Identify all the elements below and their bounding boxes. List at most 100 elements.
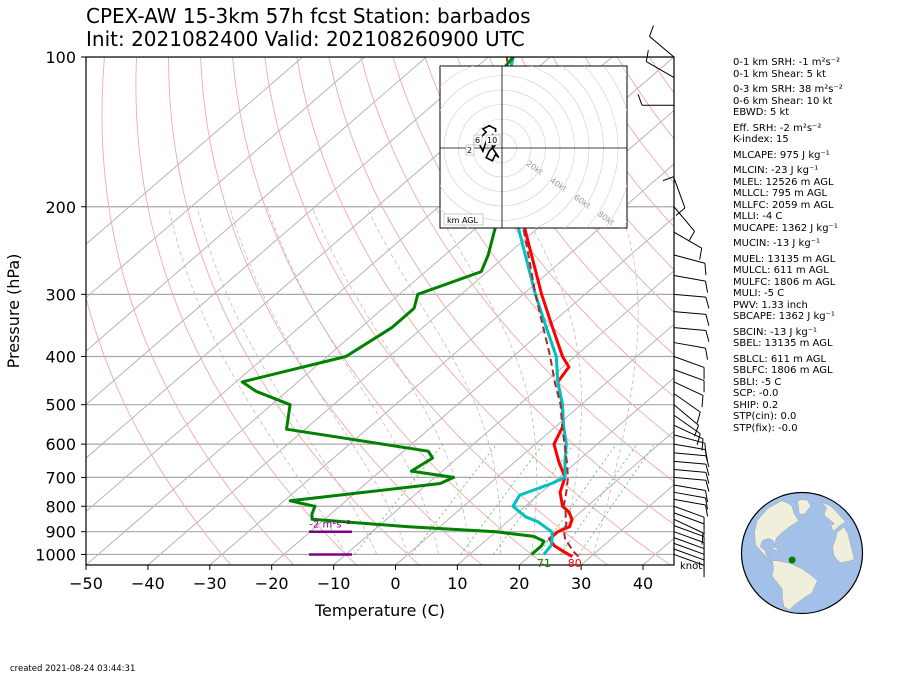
surface-temperature-label: 80 bbox=[568, 557, 582, 570]
dry-adiabat bbox=[392, 57, 674, 440]
index-line: SHIP: 0.2 bbox=[733, 399, 779, 411]
dry-adiabat bbox=[424, 57, 674, 398]
chart-title-line1: CPEX-AW 15-3km 57h fcst Station: barbado… bbox=[86, 4, 531, 28]
dry-adiabat bbox=[488, 57, 674, 313]
hodograph-legend-box bbox=[443, 213, 484, 226]
wind-barb-staff bbox=[673, 424, 704, 440]
wind-barb-staff bbox=[673, 327, 706, 331]
dry-adiabat bbox=[168, 57, 420, 565]
y-tick-label: 500 bbox=[45, 396, 76, 415]
y-axis-label: Pressure (hPa) bbox=[4, 254, 23, 369]
isotherm bbox=[86, 57, 365, 299]
wind-barb-staff bbox=[673, 293, 706, 298]
wind-barb-staff bbox=[673, 311, 706, 315]
moist-adiabat bbox=[366, 206, 502, 555]
wind-barb-staff bbox=[673, 254, 706, 264]
wind-barb-staff bbox=[673, 498, 706, 506]
wind-barb-staff bbox=[673, 518, 704, 534]
wind-barb-staff bbox=[673, 531, 705, 544]
wind-barb-flag bbox=[704, 263, 707, 275]
isotherm bbox=[86, 57, 489, 406]
moist-adiabat bbox=[229, 206, 409, 555]
wind-barb-staff bbox=[673, 491, 706, 499]
x-tick-label: −10 bbox=[317, 574, 351, 593]
y-tick-label: 100 bbox=[45, 48, 76, 67]
x-tick-label: −50 bbox=[69, 574, 103, 593]
wind-barb-staff bbox=[673, 484, 706, 492]
index-line: STP(fix): -0.0 bbox=[733, 422, 798, 434]
index-line: MULCL: 611 m AGL bbox=[733, 265, 829, 276]
y-tick-label: 300 bbox=[45, 285, 76, 304]
profile-line-2 bbox=[240, 57, 546, 556]
mixing-ratio-line bbox=[411, 443, 498, 555]
index-line: SBLI: -5 C bbox=[733, 376, 782, 388]
index-line: Eff. SRH: -2 m²s⁻² bbox=[733, 122, 822, 134]
hodograph-height-box bbox=[485, 134, 501, 146]
dry-adiabat bbox=[456, 57, 674, 356]
x-tick-label: 10 bbox=[447, 574, 467, 593]
index-line: MLCIN: -23 J kg⁻¹ bbox=[733, 165, 819, 176]
index-line: MUCAPE: 1362 J kg⁻¹ bbox=[733, 222, 838, 234]
wind-barb-staff bbox=[673, 469, 706, 473]
wind-barb-staff bbox=[673, 206, 695, 232]
wind-barb-flag bbox=[694, 425, 699, 437]
wind-barb-flag bbox=[701, 395, 704, 408]
moist-adiabat bbox=[196, 206, 378, 555]
isotherm bbox=[86, 57, 427, 352]
index-line: MUEL: 13135 m AGL bbox=[733, 253, 836, 265]
index-line: 0-3 km SRH: 38 m²s⁻² bbox=[733, 84, 843, 95]
index-line: EBWD: 5 kt bbox=[733, 107, 790, 118]
hodograph-height-box bbox=[473, 134, 483, 146]
x-tick-label: 0 bbox=[390, 574, 400, 593]
index-line: MUCIN: -13 J kg⁻¹ bbox=[733, 238, 820, 249]
wind-barb-flag bbox=[649, 25, 654, 37]
y-tick-label: 1000 bbox=[35, 545, 76, 564]
dry-adiabat bbox=[520, 57, 674, 271]
wind-barb-staff bbox=[673, 542, 705, 555]
index-line: MLEL: 12526 m AGL bbox=[733, 176, 834, 188]
wind-barb-staff bbox=[673, 275, 706, 282]
wind-barb-flag bbox=[705, 330, 710, 342]
x-tick-label: 30 bbox=[571, 574, 591, 593]
wind-barb-staff bbox=[673, 356, 705, 368]
wind-barb-staff bbox=[673, 381, 704, 396]
y-tick-label: 600 bbox=[45, 435, 76, 454]
globe-land bbox=[754, 499, 855, 611]
wind-barb-staff bbox=[673, 434, 706, 444]
moist-adiabat bbox=[311, 206, 470, 555]
wind-barb-staff bbox=[673, 476, 706, 481]
wind-barb-staff bbox=[673, 505, 705, 518]
wind-barb-flag bbox=[675, 207, 686, 216]
index-line: 0-1 km Shear: 5 kt bbox=[733, 68, 826, 80]
y-tick-label: 200 bbox=[45, 198, 76, 217]
wind-barb-flag bbox=[637, 94, 643, 106]
index-line: SCP: -0.0 bbox=[733, 388, 779, 399]
mixing-ratio-line bbox=[578, 443, 655, 555]
wind-barb-flag bbox=[696, 411, 701, 424]
station-marker bbox=[788, 556, 796, 564]
index-line: SBCIN: -13 J kg⁻¹ bbox=[733, 326, 818, 338]
wind-barb-staff bbox=[673, 404, 699, 426]
wind-barb-staff bbox=[673, 460, 706, 465]
wind-barb-flag bbox=[662, 176, 675, 182]
wind-barb-flag bbox=[705, 497, 709, 510]
index-line: MULI: -5 C bbox=[733, 288, 785, 299]
wind-barb-flag bbox=[705, 348, 709, 360]
isotherm bbox=[271, 216, 674, 565]
x-tick-label: −40 bbox=[131, 574, 165, 593]
mixing-ratio-line bbox=[560, 443, 638, 555]
wind-barb-staff bbox=[673, 393, 701, 413]
index-line: SBLFC: 1806 m AGL bbox=[733, 365, 833, 376]
wind-barb-flag bbox=[705, 455, 710, 468]
chart-profiles bbox=[240, 57, 580, 558]
hodograph-height-label: 6 bbox=[475, 136, 480, 145]
wind-barb-flag bbox=[705, 480, 710, 492]
moist-adiabat bbox=[266, 206, 439, 555]
wind-barb-flag bbox=[705, 490, 709, 503]
wind-barb-flag bbox=[688, 231, 696, 242]
x-tick-label: −20 bbox=[255, 574, 289, 593]
hodograph-height-label: 10 bbox=[487, 136, 497, 145]
wind-barb-flag bbox=[705, 297, 710, 309]
